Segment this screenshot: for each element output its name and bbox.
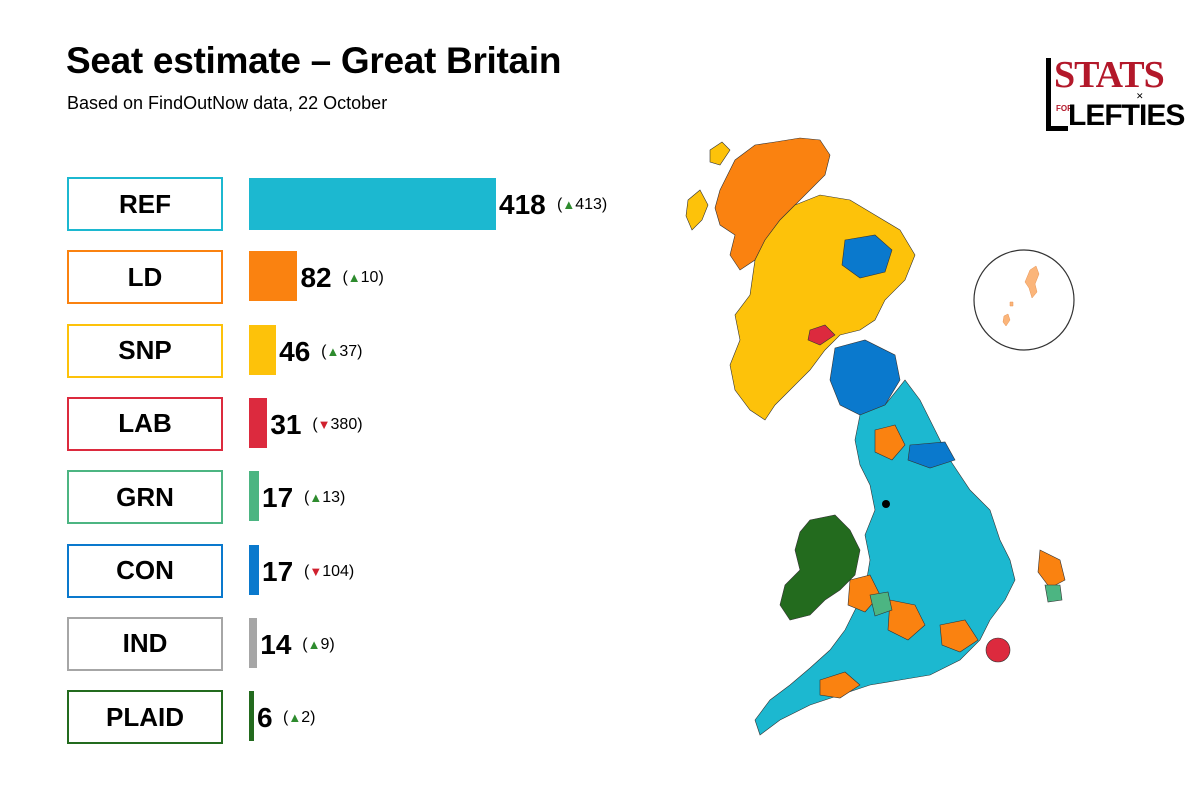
logo-top-text: STATS — [1054, 54, 1165, 96]
party-label-ind: IND — [67, 616, 223, 671]
seat-bar-lab — [249, 397, 268, 448]
seat-change-con: (▼104) — [304, 562, 355, 580]
seat-value-ld: 82 — [300, 262, 332, 294]
party-label-ref: REF — [67, 177, 223, 231]
seat-change-ind: (▲9) — [302, 635, 335, 653]
seat-bar-snp — [249, 324, 277, 375]
stats-for-lefties-logo: STATS FOR LEFTIES ✕ — [1040, 56, 1185, 134]
party-label-snp: SNP — [67, 323, 223, 378]
seat-bar-ref — [249, 178, 496, 230]
map-region-london — [985, 637, 1011, 663]
seat-value-ind: 14 — [260, 628, 292, 660]
party-label-con: CON — [67, 543, 223, 598]
seat-change-grn: (▲13) — [304, 489, 346, 507]
seat-change-lab: (▼380) — [312, 415, 363, 433]
seat-bar-ind — [249, 617, 258, 668]
shetland-inset-circle — [973, 249, 1075, 351]
party-label-ld: LD — [67, 250, 223, 305]
shetland-islands — [1024, 265, 1040, 299]
seat-change-ld: (▲10) — [342, 269, 384, 287]
seat-change-plaid: (▲2) — [283, 709, 316, 727]
seat-change-ref: (▲413) — [557, 196, 608, 213]
logo-bottom-text: LEFTIES — [1068, 99, 1185, 132]
party-label-grn: GRN — [67, 470, 223, 525]
logo-cross-icon: ✕ — [1136, 91, 1144, 101]
seat-bar-plaid — [249, 691, 254, 742]
logo-for-text: FOR — [1056, 104, 1073, 113]
seat-value-ref: 418 — [499, 189, 546, 220]
seat-value-lab: 31 — [270, 408, 302, 440]
map-region-wales — [779, 514, 861, 621]
seat-value-con: 17 — [262, 555, 294, 587]
seat-value-grn: 17 — [262, 482, 294, 514]
party-label-lab: LAB — [67, 396, 223, 451]
page-title: Seat estimate – Great Britain — [66, 40, 562, 81]
party-label-plaid: PLAID — [67, 690, 223, 745]
seat-value-snp: 46 — [279, 335, 311, 367]
gb-constituency-map — [685, 137, 1075, 736]
seat-value-plaid: 6 — [257, 702, 273, 734]
seat-change-snp: (▲37) — [321, 342, 363, 360]
page-subtitle: Based on FindOutNow data, 22 October — [67, 93, 388, 113]
seat-bar-chart: REF 418 (▲413) LD 82 (▲10) SNP 46 (▲37) LAB 31 (▼38… — [67, 177, 608, 745]
seat-bar-ld — [249, 251, 298, 302]
seat-bar-grn — [249, 471, 260, 522]
seat-bar-con — [249, 544, 260, 595]
